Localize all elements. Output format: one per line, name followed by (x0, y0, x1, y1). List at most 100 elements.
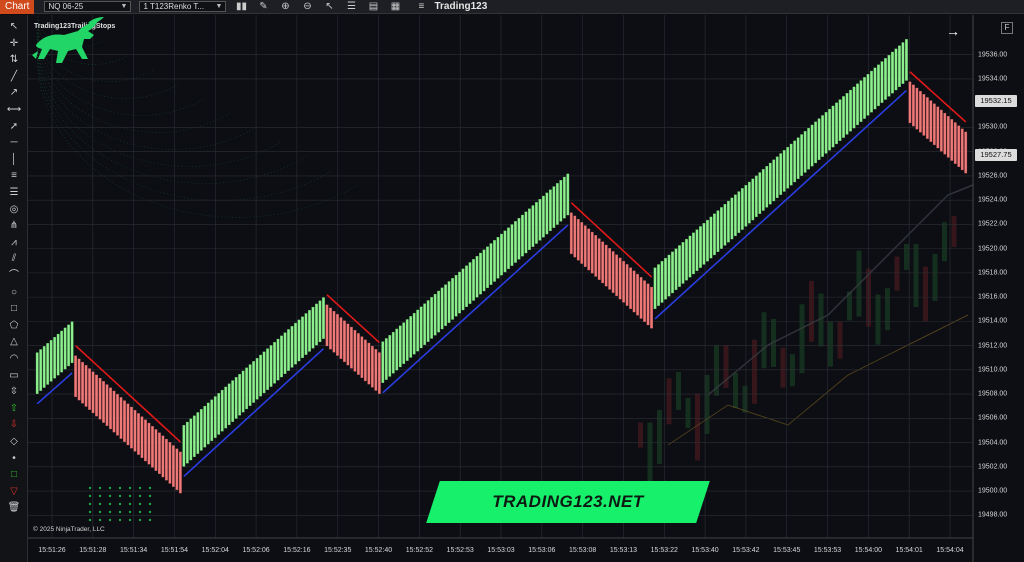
renko-brick (74, 355, 77, 398)
extended-line-icon[interactable]: ⟷ (6, 104, 22, 115)
renko-brick (238, 373, 242, 416)
renko-brick (552, 186, 556, 228)
arc-icon[interactable]: ◠ (9, 353, 19, 364)
risk-reward-icon[interactable]: ⇳ (9, 386, 19, 398)
instrument-selector[interactable]: NQ 06-25 ▼ (44, 1, 132, 12)
crosshair-icon[interactable]: ✛ (9, 37, 19, 49)
triangle-icon[interactable]: △ (10, 336, 18, 348)
panel-button[interactable]: F (1001, 22, 1013, 34)
renko-brick (329, 307, 332, 350)
chart-canvas[interactable] (28, 15, 1024, 562)
background-candle (723, 344, 729, 388)
renko-brick (761, 169, 765, 211)
trash-icon[interactable]: 🗑 (7, 502, 21, 514)
renko-brick (723, 204, 727, 246)
renko-brick (678, 245, 681, 287)
renko-brick (196, 412, 200, 454)
template-icon[interactable]: ▤ (368, 0, 379, 12)
gann-fan-icon[interactable]: ⩘ (11, 236, 17, 248)
fib-circle-icon[interactable]: ◎ (9, 203, 19, 215)
copyright-text: © 2025 NinjaTrader, LLC (33, 526, 105, 533)
renko-brick (137, 413, 140, 455)
decorative-dot (118, 510, 122, 514)
renko-brick (465, 265, 468, 308)
renko-brick (716, 210, 720, 252)
renko-brick (590, 231, 594, 274)
cursor-icon[interactable]: ↖ (325, 0, 334, 12)
renko-brick (77, 358, 81, 401)
ruler-icon[interactable]: ▭ (9, 369, 19, 381)
x-tick-label: 15:53:45 (773, 547, 801, 554)
renko-brick (245, 367, 249, 410)
x-tick-label: 15:54:04 (936, 547, 964, 554)
list-icon[interactable]: ☰ (346, 0, 356, 12)
pencil-icon[interactable]: ✎ (259, 0, 268, 12)
renko-brick (863, 77, 866, 119)
renko-brick (943, 112, 947, 155)
renko-brick (807, 127, 811, 170)
renko-brick (217, 393, 221, 435)
renko-brick (929, 100, 933, 142)
andrews-pitchfork-icon[interactable]: ⋔ (9, 220, 19, 232)
chart-tab[interactable]: Chart (0, 0, 35, 14)
menu-icon[interactable]: ≡ (418, 0, 425, 12)
properties-icon[interactable]: ▦ (390, 0, 401, 12)
x-tick-label: 15:54:00 (854, 547, 882, 554)
renko-brick (165, 438, 168, 481)
ray-icon[interactable]: ↗ (9, 87, 19, 99)
arrow-down-icon[interactable]: ⇩ (9, 419, 19, 431)
renko-brick (468, 262, 472, 304)
background-candle (638, 422, 643, 448)
renko-brick (158, 432, 161, 475)
price-chart[interactable]: Trading123TrailingStops © 2025 NinjaTrad… (28, 15, 1024, 562)
arrow-line-icon[interactable]: ➚ (9, 120, 19, 132)
renko-brick (692, 232, 695, 275)
renko-brick (555, 183, 559, 225)
diamond-icon[interactable]: ◇ (10, 436, 18, 447)
polygon-icon[interactable]: ⬠ (9, 319, 19, 331)
bar-chart-icon[interactable]: ▮▮ (235, 0, 247, 12)
regression-channel-icon[interactable]: ⫽ (11, 253, 17, 265)
renko-brick (440, 287, 444, 330)
background-arc (37, 44, 359, 218)
renko-brick (531, 205, 535, 247)
fib-retracement-icon[interactable]: ≡ (11, 170, 17, 182)
rectangle-icon[interactable]: □ (10, 303, 18, 315)
trailing-stop-long (36, 372, 73, 405)
cursor-icon[interactable]: ↖ (9, 21, 19, 32)
line-icon[interactable]: ╱ (10, 70, 18, 82)
renko-brick (514, 221, 517, 263)
renko-brick (332, 310, 336, 353)
zoom-out-icon[interactable]: ⊖ (303, 0, 312, 12)
arrow-up-icon[interactable]: ⇧ (9, 402, 19, 414)
triangle-down-icon[interactable]: ▽ (10, 485, 18, 497)
dot-icon[interactable]: • (12, 452, 16, 464)
vertical-line-icon[interactable]: │ (10, 153, 18, 165)
brand-text: TRADING123.NET (492, 492, 644, 511)
stay-in-drawtool-icon[interactable]: ⇅ (9, 54, 19, 66)
renko-brick (423, 303, 427, 345)
renko-brick (538, 199, 542, 241)
zoom-in-icon[interactable]: ⊕ (281, 0, 290, 12)
fib-extension-icon[interactable]: ☰ (9, 187, 19, 198)
bar-type-selector[interactable]: 1 T123Renko T... ▼ (139, 1, 227, 12)
renko-brick (835, 102, 838, 145)
renko-brick (758, 172, 762, 214)
renko-brick (810, 124, 814, 167)
renko-brick (384, 338, 388, 380)
square-icon[interactable]: □ (10, 469, 18, 481)
arrow-right-icon[interactable]: → (946, 23, 960, 39)
renko-brick (535, 202, 538, 244)
background-candle (695, 393, 700, 461)
renko-brick (370, 345, 374, 388)
x-tick-label: 15:52:53 (446, 547, 474, 554)
horizontal-line-icon[interactable]: ─ (10, 137, 18, 149)
time-cycles-icon[interactable]: ⌒ (9, 270, 19, 281)
decorative-dot (98, 510, 102, 514)
decorative-dot (88, 502, 92, 506)
renko-brick (789, 143, 793, 186)
renko-brick (144, 419, 147, 462)
ellipse-icon[interactable]: ○ (10, 286, 18, 298)
renko-brick (754, 175, 758, 218)
renko-brick (395, 328, 399, 371)
